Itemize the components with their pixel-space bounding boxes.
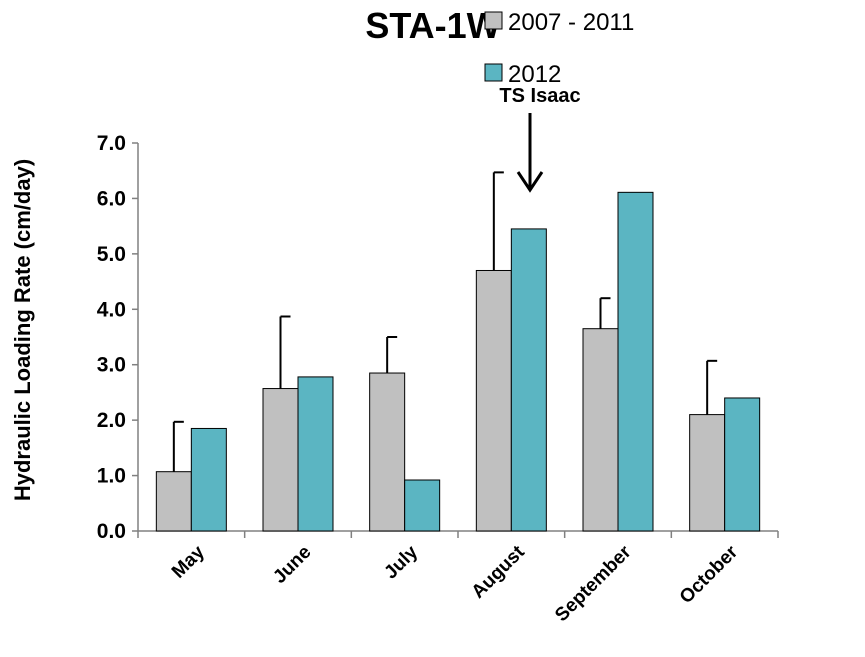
bar-series-1-october <box>689 414 726 532</box>
y-tick-labels: 0.0 1.0 2.0 3.0 4.0 5.0 6.0 7.0 <box>97 132 126 543</box>
y-tick-label: 3.0 <box>97 354 126 377</box>
axes <box>132 142 779 538</box>
bar-series-1-may <box>155 471 192 532</box>
legend-swatch-series-1 <box>484 11 503 30</box>
bars <box>155 191 761 532</box>
x-tick-labels: May June July August September October <box>168 541 743 626</box>
bar-series-2-september <box>617 191 654 532</box>
bar-series-2-october <box>724 397 761 532</box>
bar-series-1-august <box>475 269 512 532</box>
x-tick-label-july: July <box>380 541 422 583</box>
x-tick-label-may: May <box>168 541 209 582</box>
bar-series-2-july <box>404 479 441 532</box>
y-tick-label: 7.0 <box>97 132 126 155</box>
x-tick-label-october: October <box>676 541 743 608</box>
error-bars <box>172 171 718 472</box>
bar-series-1-september <box>582 328 619 532</box>
y-tick-label: 6.0 <box>97 187 126 210</box>
y-tick-label: 0.0 <box>97 520 126 543</box>
y-tick-label: 5.0 <box>97 243 126 266</box>
y-tick-label: 4.0 <box>97 298 126 321</box>
bar-series-2-june <box>297 376 334 532</box>
annotation-label: TS Isaac <box>499 85 580 107</box>
y-axis-label: Hydraulic Loading Rate (cm/day) <box>10 159 35 501</box>
legend: 2007 - 2011 2012 <box>484 9 634 88</box>
annotation: TS Isaac <box>499 85 581 193</box>
y-tick-label: 2.0 <box>97 409 126 432</box>
bar-series-1-june <box>262 388 299 532</box>
legend-label-series-2: 2012 <box>508 61 561 88</box>
bar-series-1-july <box>369 372 406 532</box>
chart-title: STA-1W <box>365 5 500 46</box>
legend-swatch-series-2 <box>484 63 503 82</box>
bar-series-2-august <box>510 228 547 532</box>
x-tick-label-june: June <box>269 542 315 588</box>
annotation-arrow-icon <box>516 113 544 193</box>
legend-label-series-1: 2007 - 2011 <box>508 9 634 36</box>
bar-series-2-may <box>190 427 227 532</box>
x-tick-label-september: September <box>551 541 636 626</box>
y-tick-label: 1.0 <box>97 465 126 488</box>
x-tick-label-august: August <box>468 541 530 603</box>
